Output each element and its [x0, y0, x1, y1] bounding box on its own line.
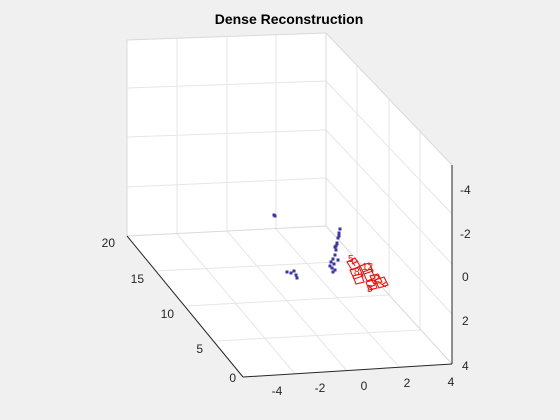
z-tick-label: 0 [462, 270, 469, 284]
camera-label: 12 [362, 262, 374, 273]
grid-line [275, 228, 401, 369]
camera-marker [379, 281, 387, 288]
cloud-point [329, 260, 333, 264]
cloud-point [331, 257, 335, 261]
cloud-point [328, 264, 332, 268]
camera-marker [365, 279, 378, 291]
z-tick-label: -4 [460, 183, 471, 197]
camera-marker [369, 273, 383, 285]
z-tick-labels: -4 -2 0 2 4 [460, 183, 471, 373]
camera-marker [362, 268, 376, 282]
grid-line [214, 329, 421, 342]
floor-pane [127, 226, 452, 377]
camera-labels: 5 8 12 2 5 [348, 254, 380, 295]
z-tick-label: -2 [460, 227, 471, 241]
cloud-point [285, 270, 289, 274]
grid-line [126, 177, 327, 188]
cloud-point [338, 227, 342, 231]
camera-marker [350, 259, 359, 267]
camera-marker [367, 284, 376, 291]
cloud-point [337, 231, 341, 235]
y-tick-label: 5 [196, 342, 203, 356]
cloud-point [295, 276, 299, 280]
grid-line [325, 177, 453, 315]
chart-title: Dense Reconstruction [215, 11, 364, 27]
grid-line [325, 80, 453, 215]
cloud-point [335, 242, 339, 246]
grid-line [226, 230, 348, 372]
y-tick-label: 20 [102, 236, 116, 250]
cloud-point [337, 234, 341, 238]
cloud-point [336, 236, 340, 240]
x-tick-label: -2 [315, 381, 326, 395]
cloud-point [331, 270, 335, 274]
cloud-point [289, 271, 293, 275]
point-cloud [272, 213, 342, 280]
cloud-point [336, 258, 340, 262]
y-tick-label: 10 [161, 307, 175, 321]
camera-markers [346, 257, 389, 291]
y-tick-labels: 20 15 10 5 0 [102, 236, 237, 385]
y-tick-label: 0 [229, 371, 236, 385]
grid-line [185, 294, 390, 307]
z-tick-label: 2 [462, 314, 469, 328]
camera-marker [374, 276, 389, 289]
cloud-point [334, 248, 338, 252]
y-tick-label: 15 [131, 272, 145, 286]
cloud-point [333, 268, 337, 272]
x-axis-line [242, 363, 453, 378]
cloud-point [333, 253, 337, 257]
y-axis-line [126, 235, 244, 378]
axis-lines [126, 165, 453, 378]
grid [126, 35, 453, 375]
grid-line [176, 233, 296, 375]
x-tick-label: -4 [272, 384, 283, 398]
grid-line [126, 129, 327, 138]
camera-label: 5 [348, 254, 354, 265]
grid-line [325, 129, 453, 265]
cloud-point [292, 269, 296, 273]
camera-label: 2 [374, 274, 380, 285]
camera-marker [359, 262, 374, 275]
cloud-point [294, 273, 298, 277]
camera-label: 5 [367, 284, 373, 295]
x-tick-label: 4 [448, 375, 455, 389]
cloud-point [333, 245, 337, 249]
axes-edges [126, 32, 453, 365]
grid-line [126, 80, 327, 89]
x-tick-labels: -4 -2 0 2 4 [272, 375, 455, 398]
z-tick-label: 4 [462, 359, 469, 373]
axes-panes [127, 33, 452, 377]
x-tick-label: 0 [361, 379, 368, 393]
cloud-point [330, 266, 334, 270]
x-tick-label: 2 [404, 376, 411, 390]
camera-marker [352, 273, 365, 285]
cloud-point [332, 262, 336, 266]
camera-label: 8 [354, 267, 360, 278]
cloud-point [273, 214, 277, 218]
